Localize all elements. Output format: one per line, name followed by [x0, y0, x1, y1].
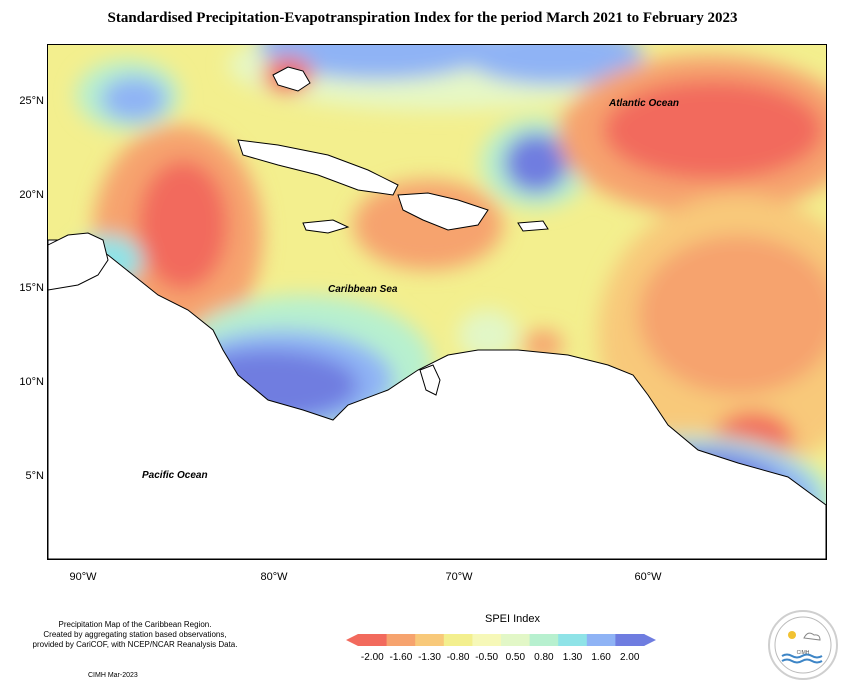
- legend-tick-label: 1.30: [562, 652, 583, 663]
- legend-swatch: [586, 634, 616, 646]
- legend-swatch: [415, 634, 445, 646]
- latitude-label: 25°N: [19, 95, 44, 107]
- legend-swatch: [558, 634, 588, 646]
- legend-tick-label: -2.00: [360, 652, 384, 663]
- legend-tick-label: -1.60: [389, 652, 413, 663]
- legend-swatch: [529, 634, 559, 646]
- legend-swatch: [501, 634, 531, 646]
- footer-credit: CIMH Mar-2023: [88, 672, 138, 679]
- legend-title: SPEI Index: [485, 613, 541, 625]
- legend-swatch: [615, 634, 645, 646]
- footer-note-line: Precipitation Map of the Caribbean Regio…: [58, 620, 212, 629]
- legend-tick-label: 1.60: [591, 652, 611, 663]
- legend-swatch: [443, 634, 473, 646]
- pacific-ocean-label: Pacific Ocean: [142, 470, 208, 481]
- longitude-label: 80°W: [260, 571, 288, 583]
- logo-icon: [774, 616, 832, 674]
- spei-field: [48, 45, 826, 559]
- spei-map: [47, 44, 827, 560]
- legend-arrow-left: [346, 634, 358, 646]
- legend-ticks: -2.00 -1.60 -1.30 -0.80 -0.50 0.50 0.80 1.30 1.6…: [346, 652, 656, 664]
- longitude-label: 90°W: [69, 571, 97, 583]
- legend-tick-label: -0.50: [475, 652, 499, 663]
- legend-tick-label: 0.50: [505, 652, 526, 663]
- legend-tick-label: -1.30: [418, 652, 441, 663]
- longitude-label: 60°W: [634, 571, 662, 583]
- legend-swatch: [358, 634, 388, 646]
- atlantic-ocean-label: Atlantic Ocean: [609, 98, 680, 109]
- footer-note-line: provided by CariCOF, with NCEP/NCAR Rean…: [32, 640, 238, 649]
- legend-tick-label: -0.80: [446, 652, 470, 663]
- legend-swatch: [472, 634, 502, 646]
- legend-arrow-right: [644, 634, 656, 646]
- legend-tick-label: 0.80: [534, 652, 554, 663]
- latitude-label: 10°N: [19, 376, 44, 388]
- logo-text: CIMH: [796, 650, 810, 656]
- latitude-label: 20°N: [19, 189, 44, 201]
- caribbean-sea-label: Caribbean Sea: [328, 284, 398, 295]
- latitude-label: 15°N: [19, 282, 44, 294]
- legend-tick-label: 2.00: [619, 652, 640, 663]
- legend-color-bar: [346, 634, 656, 646]
- cimh-logo: CIMH: [768, 610, 838, 680]
- latitude-label: 5°N: [25, 470, 44, 482]
- longitude-label: 70°W: [445, 571, 473, 583]
- map-title: Standardised Precipitation-Evapotranspir…: [107, 10, 738, 26]
- legend-swatch: [386, 634, 416, 646]
- footer-note: Precipitation Map of the Caribbean Regio…: [10, 620, 260, 650]
- footer-note-line: Created by aggregating station based obs…: [43, 630, 227, 639]
